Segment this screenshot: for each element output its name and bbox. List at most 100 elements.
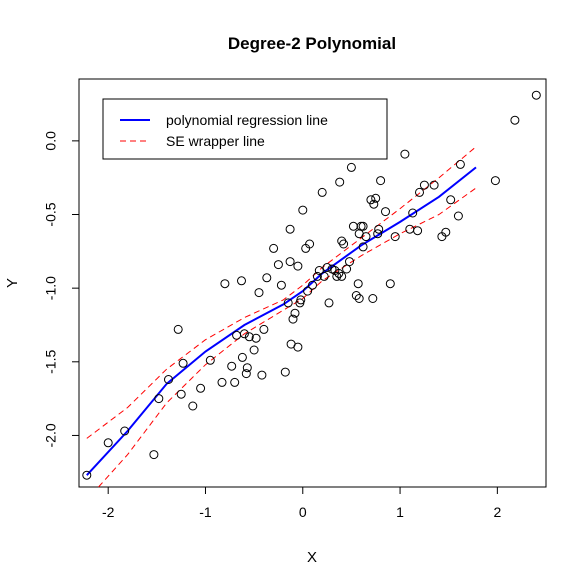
data-point [419,180,429,190]
x-tick-label: 0 [299,504,307,520]
chart-title: Degree-2 Polynomial [228,34,396,53]
data-point [373,229,383,239]
data-point [531,90,541,100]
data-point [154,394,164,404]
data-point [400,149,410,159]
data-point [308,280,317,290]
data-point [290,308,300,318]
data-point [254,288,264,298]
data-point [342,264,352,274]
data-point [196,383,206,393]
data-point [339,239,349,249]
data-point [337,271,347,281]
data-point [390,232,400,242]
legend-box [102,98,388,160]
data-point [345,257,354,267]
data-points [82,90,541,480]
y-tick-label: -1.5 [43,350,59,374]
data-point [239,329,249,339]
data-point [413,226,423,236]
data-point [441,227,451,237]
data-point [283,298,293,308]
data-point [361,232,371,242]
data-point [376,176,386,186]
data-point [314,266,324,275]
data-point [205,355,215,365]
y-tick-label: 0.0 [43,131,59,151]
x-axis: -2 -1 0 1 2 [102,486,501,520]
data-point [269,243,279,253]
data-point [453,211,463,221]
data-point [353,279,363,289]
data-point [322,263,332,272]
polynomial-regression-line [86,166,477,476]
data-point [385,279,395,289]
data-point [251,333,261,343]
data-point [346,162,356,172]
data-point [356,221,366,231]
data-point [455,159,465,169]
data-point [303,286,313,296]
data-point [319,271,329,281]
data-point [149,450,159,460]
y-tick-label: -0.5 [43,202,59,226]
legend-label-se: SE wrapper line [166,133,265,149]
y-axis-label: Y [4,278,21,288]
data-point [371,193,381,203]
data-point [230,377,240,387]
data-point [227,361,237,371]
data-point [381,207,390,217]
data-point [273,260,283,270]
data-point [288,314,298,324]
y-tick-label: -2.0 [43,423,59,447]
data-point [429,180,439,190]
data-point [188,401,198,411]
data-point [305,239,315,249]
se-wrapper-line-2 [98,187,477,488]
data-point [257,370,267,380]
data-point [298,205,308,215]
data-point [369,199,379,209]
data-point [120,426,130,436]
data-point [408,208,418,218]
data-point [241,369,251,379]
data-point [296,295,306,305]
data-point [285,257,295,267]
data-point [335,177,345,187]
data-point [262,273,272,283]
x-tick-label: -1 [199,504,212,520]
data-point [366,195,376,205]
data-point [259,324,269,334]
data-point [317,187,327,197]
data-point [510,115,520,125]
data-point [237,352,247,362]
data-point [405,224,415,234]
data-point [358,242,368,252]
data-point [173,324,183,334]
data-point [348,221,358,231]
data-point [368,294,378,303]
data-point [232,330,242,340]
data-point [337,236,347,246]
data-point [334,268,344,278]
data-point [217,377,227,387]
data-point [103,438,113,448]
data-point [358,221,368,231]
x-tick-label: 2 [493,504,501,520]
data-point [293,261,303,271]
data-point [178,358,188,368]
data-point [164,375,173,384]
data-point [332,271,342,281]
data-point [415,187,424,197]
data-point [242,363,252,373]
se-wrapper-line-1 [86,146,477,439]
data-point [176,389,186,399]
y-tick-label: -1.0 [43,276,59,300]
legend-label-regression: polynomial regression line [166,112,328,128]
data-point [446,195,456,205]
data-point [82,470,92,480]
data-point [293,342,303,352]
data-point [220,279,230,289]
data-point [237,276,246,286]
